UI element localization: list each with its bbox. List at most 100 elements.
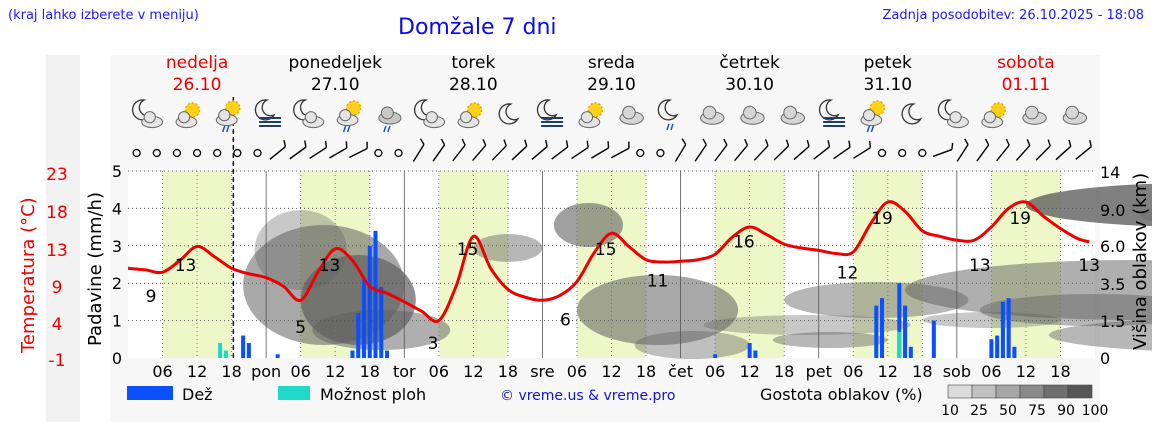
day-date: 01.11 <box>1002 75 1051 95</box>
wind-barb <box>269 140 287 160</box>
rain-drop <box>387 125 391 133</box>
moon-shape <box>498 103 520 125</box>
moon-shape <box>901 103 923 125</box>
precip-tick-label: 3 <box>112 237 122 256</box>
wind-barb <box>289 140 307 160</box>
wind-shaft <box>531 146 548 160</box>
cloud-density-level-label: 25 <box>970 403 988 419</box>
wind-barb <box>674 138 687 162</box>
cloud-icon <box>780 105 806 125</box>
sun-shape <box>587 102 604 118</box>
cloud-density-legend-title: Gostota oblakov (%) <box>760 385 923 404</box>
time-tick-label: 12 <box>187 362 207 381</box>
wind-feather <box>848 140 851 148</box>
wind-barb <box>491 139 507 161</box>
sun-cloud-icon <box>981 102 1007 129</box>
temperature-labels: 9 13 5 13 3 15 6 15 11 16 12 19 13 19 13 <box>146 209 1100 354</box>
cloud-density-swatch <box>995 384 1021 399</box>
wind-shaft <box>349 147 368 159</box>
region-hint[interactable]: (kraj lahko izberete v meniju) <box>8 8 199 23</box>
cloud-icon <box>700 105 725 125</box>
wind-feather <box>806 139 810 147</box>
rain-bar <box>367 245 372 358</box>
moon-cloud-icon <box>293 99 325 129</box>
rain-bar <box>350 350 355 358</box>
wind-feather <box>1005 138 1010 146</box>
cloud-puff <box>783 105 797 120</box>
wind-shaft <box>674 144 687 162</box>
wind-shaft <box>773 145 789 161</box>
rain-bar <box>361 279 367 358</box>
cloud-height-tick-label: 14 <box>1100 163 1120 182</box>
wind-barb <box>932 142 954 158</box>
wind-feather <box>702 138 707 146</box>
day-date: 26.10 <box>173 75 222 95</box>
precipitation-bars <box>218 230 1017 358</box>
moon-icon <box>901 103 923 125</box>
wind-barb <box>309 140 328 160</box>
cloud-height-tick-label: 3.5 <box>1100 275 1125 294</box>
wind-feather <box>964 138 969 145</box>
temperature-label: 11 <box>647 271 669 291</box>
time-tick-label: 12 <box>739 362 759 381</box>
cloud-density-level-label: 100 <box>1082 403 1109 419</box>
time-tick-label: 06 <box>290 362 310 381</box>
wind-calm <box>898 148 907 158</box>
wind-shaft <box>571 146 589 160</box>
wind-barb <box>976 138 990 162</box>
wind-barb <box>349 141 368 159</box>
cloud-density-blob <box>1049 319 1152 351</box>
wind-barb <box>1035 139 1051 161</box>
temperature-tick-label: 23 <box>46 165 68 185</box>
rain-bar <box>1006 298 1011 358</box>
rain-drop <box>222 125 226 133</box>
sun-rain-cloud-icon <box>860 100 886 133</box>
time-tick-label: 18 <box>912 362 932 381</box>
wind-shaft <box>853 147 871 159</box>
wind-shaft <box>833 146 851 160</box>
rain-bar <box>989 339 994 358</box>
wind-barb <box>472 138 487 162</box>
cloud-density-blob <box>576 275 739 345</box>
rain-drop <box>342 125 347 133</box>
day-name: ponedeljek <box>288 53 382 73</box>
cloud-icon <box>619 105 644 125</box>
wind-feather <box>744 138 749 146</box>
wind-shaft <box>734 144 748 162</box>
rain-bar <box>241 335 246 358</box>
wind-barbs <box>132 138 1092 162</box>
wind-barb <box>432 138 446 162</box>
temperature-label: 15 <box>595 240 617 260</box>
copyright-link[interactable]: © vreme.us & vreme.pro <box>500 388 676 404</box>
time-tick-label: 18 <box>498 362 518 381</box>
wind-barb <box>551 140 569 160</box>
time-tick-label: 12 <box>463 362 483 381</box>
sun-shape <box>466 102 483 118</box>
rain-drop <box>866 125 871 133</box>
cloud-puff <box>380 106 394 120</box>
wind-shaft <box>793 145 810 161</box>
wind-feather <box>503 139 507 147</box>
moon-fog-icon <box>818 99 846 127</box>
wind-shaft <box>269 146 286 160</box>
cloud-density-swatch <box>1043 384 1069 399</box>
temperature-label: 9 <box>146 287 157 307</box>
wind-feather <box>1026 139 1031 146</box>
temperature-label: 13 <box>175 256 197 276</box>
cloud-puff <box>425 111 438 124</box>
rain-drop <box>666 123 670 131</box>
wind-feather <box>1047 139 1051 147</box>
temperature-label: 15 <box>457 240 479 260</box>
wind-calm <box>152 148 161 158</box>
cloud-puff <box>949 111 962 124</box>
wind-feather <box>482 138 487 146</box>
wind-barb <box>734 138 749 162</box>
cloud-height-tick-label: 0 <box>1100 349 1110 368</box>
wind-shaft <box>412 144 425 162</box>
temperature-axis-label: Temperatura (°C) <box>18 197 39 354</box>
wind-barb <box>793 139 810 161</box>
rain-bar <box>713 354 718 358</box>
showers-bar <box>897 331 902 358</box>
time-tick-label: čet <box>668 362 693 381</box>
rain-bar <box>1012 346 1017 358</box>
